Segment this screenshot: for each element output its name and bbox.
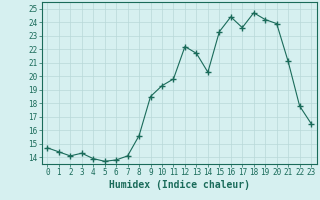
X-axis label: Humidex (Indice chaleur): Humidex (Indice chaleur) bbox=[109, 180, 250, 190]
